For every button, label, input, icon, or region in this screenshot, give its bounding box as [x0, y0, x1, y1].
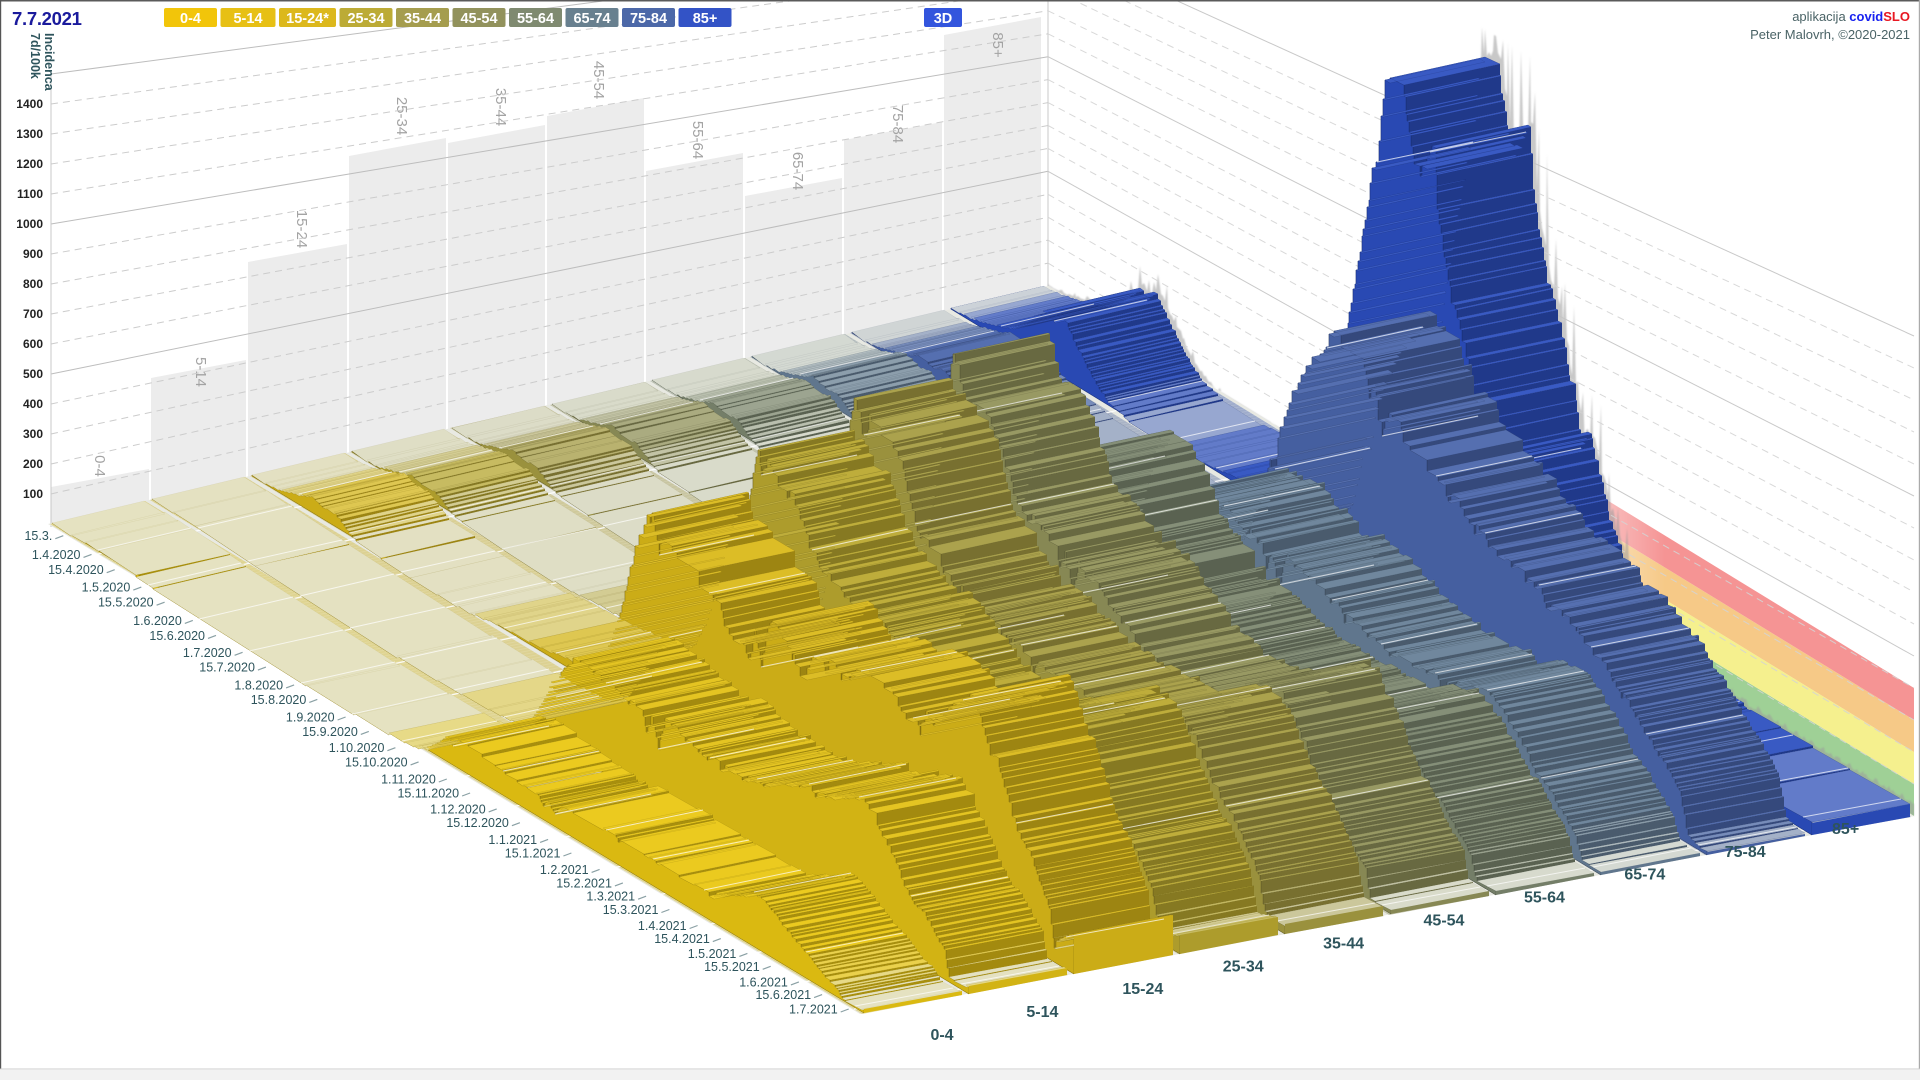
svg-text:75-84: 75-84 — [889, 105, 906, 143]
svg-text:1400: 1400 — [16, 97, 43, 111]
svg-text:700: 700 — [23, 307, 43, 321]
svg-text:500: 500 — [23, 367, 43, 381]
svg-text:1100: 1100 — [17, 187, 43, 201]
svg-text:65-74: 65-74 — [1624, 867, 1665, 884]
svg-text:85+: 85+ — [989, 32, 1006, 58]
svg-text:25-34: 25-34 — [393, 97, 410, 135]
svg-text:200: 200 — [23, 457, 43, 471]
svg-text:800: 800 — [23, 277, 43, 291]
svg-text:1.10.2020: 1.10.2020 — [329, 741, 385, 755]
svg-text:15.6.2021: 15.6.2021 — [755, 988, 811, 1002]
svg-text:35-44: 35-44 — [404, 11, 441, 27]
svg-text:600: 600 — [23, 337, 43, 351]
svg-text:0-4: 0-4 — [930, 1027, 953, 1044]
svg-text:Peter Malovrh, ©2020-2021: Peter Malovrh, ©2020-2021 — [1750, 27, 1910, 42]
svg-text:35-44: 35-44 — [492, 88, 509, 126]
svg-text:1.6.2021: 1.6.2021 — [739, 975, 788, 989]
svg-text:25-34: 25-34 — [347, 11, 384, 27]
svg-text:65-74: 65-74 — [573, 11, 610, 27]
svg-text:75-84: 75-84 — [1725, 844, 1766, 861]
svg-text:1.11.2020: 1.11.2020 — [381, 773, 436, 787]
svg-text:15.9.2020: 15.9.2020 — [302, 725, 358, 739]
svg-text:55-64: 55-64 — [517, 11, 554, 27]
svg-text:15-24: 15-24 — [1122, 981, 1163, 998]
svg-text:35-44: 35-44 — [1323, 935, 1364, 952]
svg-text:1.6.2020: 1.6.2020 — [133, 614, 182, 628]
svg-text:0-4: 0-4 — [180, 11, 201, 27]
svg-text:15.4.2021: 15.4.2021 — [654, 932, 710, 946]
svg-text:5-14: 5-14 — [192, 357, 209, 387]
svg-text:15-24*: 15-24* — [286, 11, 329, 27]
svg-text:1.9.2020: 1.9.2020 — [286, 711, 335, 725]
svg-text:1200: 1200 — [16, 157, 43, 171]
svg-text:15-24: 15-24 — [293, 210, 310, 248]
svg-text:25-34: 25-34 — [1223, 958, 1264, 975]
svg-text:300: 300 — [23, 427, 43, 441]
svg-text:45-54: 45-54 — [1424, 913, 1465, 930]
svg-text:15.5.2021: 15.5.2021 — [704, 960, 760, 974]
svg-text:15.1.2021: 15.1.2021 — [505, 847, 561, 861]
svg-text:5-14: 5-14 — [1026, 1004, 1058, 1021]
svg-text:7d/100k: 7d/100k — [28, 33, 42, 79]
svg-text:65-74: 65-74 — [789, 152, 806, 190]
svg-text:15.12.2020: 15.12.2020 — [446, 816, 509, 830]
svg-text:55-64: 55-64 — [689, 121, 706, 159]
svg-text:15.11.2020: 15.11.2020 — [397, 787, 459, 801]
svg-text:aplikacija covidSLO: aplikacija covidSLO — [1792, 9, 1910, 24]
svg-text:900: 900 — [23, 247, 43, 261]
svg-text:1.5.2020: 1.5.2020 — [82, 581, 131, 595]
svg-text:3D: 3D — [934, 11, 953, 27]
svg-text:1.12.2020: 1.12.2020 — [430, 802, 486, 816]
svg-text:85+: 85+ — [1832, 821, 1859, 838]
svg-text:Incidenca: Incidenca — [42, 33, 56, 92]
svg-text:75-84: 75-84 — [630, 11, 667, 27]
svg-text:15.6.2020: 15.6.2020 — [149, 629, 205, 643]
svg-text:7.7.2021: 7.7.2021 — [12, 8, 82, 29]
svg-text:5-14: 5-14 — [233, 11, 262, 27]
svg-text:15.8.2020: 15.8.2020 — [251, 693, 307, 707]
svg-text:15.3.2021: 15.3.2021 — [603, 903, 659, 917]
svg-text:45-54: 45-54 — [460, 11, 497, 27]
svg-text:1300: 1300 — [16, 127, 43, 141]
svg-text:1.1.2021: 1.1.2021 — [488, 833, 537, 847]
svg-text:15.4.2020: 15.4.2020 — [48, 563, 104, 577]
svg-text:1.7.2020: 1.7.2020 — [183, 646, 232, 660]
svg-text:1.4.2020: 1.4.2020 — [32, 548, 81, 562]
svg-text:15.2.2021: 15.2.2021 — [556, 876, 612, 890]
svg-text:1.4.2021: 1.4.2021 — [638, 919, 687, 933]
svg-text:1000: 1000 — [16, 217, 43, 231]
svg-text:1.2.2021: 1.2.2021 — [540, 863, 589, 877]
svg-text:55-64: 55-64 — [1524, 890, 1565, 907]
svg-text:400: 400 — [23, 397, 43, 411]
svg-text:15.3.: 15.3. — [24, 529, 52, 543]
svg-text:0-4: 0-4 — [91, 455, 108, 477]
svg-text:1.3.2021: 1.3.2021 — [586, 890, 635, 904]
svg-text:15.10.2020: 15.10.2020 — [345, 755, 408, 769]
svg-text:1.8.2020: 1.8.2020 — [234, 678, 283, 692]
svg-text:15.7.2020: 15.7.2020 — [199, 661, 255, 675]
svg-text:1.5.2021: 1.5.2021 — [688, 947, 737, 961]
svg-text:1.7.2021: 1.7.2021 — [789, 1003, 838, 1017]
svg-text:85+: 85+ — [693, 11, 718, 27]
svg-text:100: 100 — [23, 487, 43, 501]
svg-text:15.5.2020: 15.5.2020 — [98, 596, 154, 610]
